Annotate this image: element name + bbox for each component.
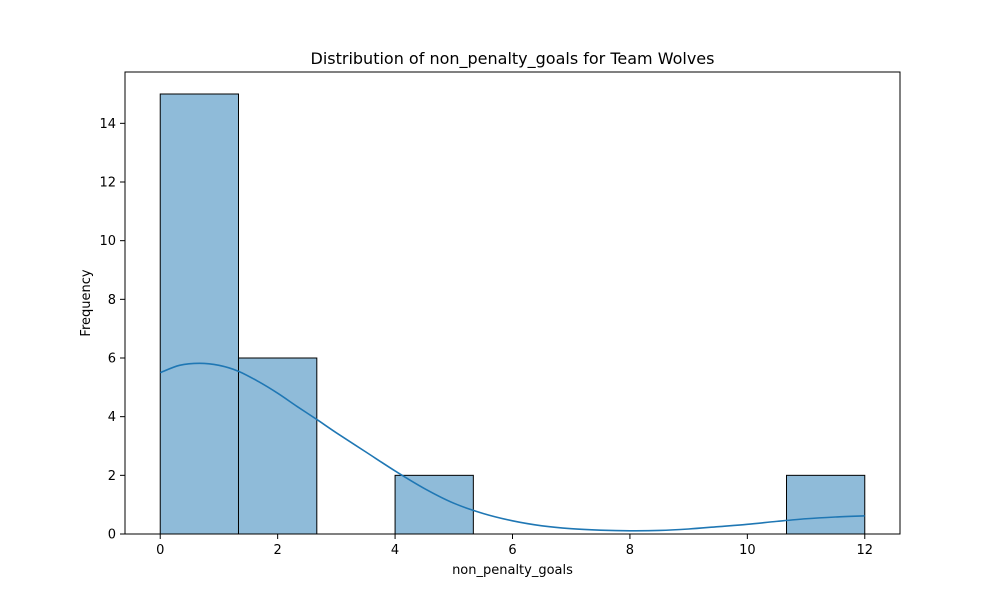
x-tick-label-6: 12	[856, 543, 873, 558]
y-tick-label-3: 6	[108, 352, 116, 367]
bars-layer	[159, 93, 866, 535]
kde-curve	[159, 362, 865, 532]
x-tick-label-0: 0	[156, 543, 164, 558]
y-tick-label-7: 14	[99, 117, 116, 132]
y-tick-label-0: 0	[108, 528, 116, 543]
x-tick-label-4: 8	[626, 543, 634, 558]
y-axis-label: Frequency	[79, 269, 94, 336]
x-tick-label-5: 10	[739, 543, 756, 558]
y-tick-label-6: 12	[99, 176, 116, 191]
histogram-bar-0	[159, 93, 239, 535]
histogram-bar-1	[237, 357, 318, 535]
y-tick-label-4: 8	[108, 293, 116, 308]
x-tick-label-1: 2	[274, 543, 282, 558]
y-tick-label-2: 4	[108, 410, 116, 425]
kde-layer	[159, 362, 865, 532]
x-tick-label-3: 6	[508, 543, 516, 558]
chart-title: Distribution of non_penalty_goals for Te…	[311, 49, 715, 69]
x-axis-ticks: 0 2 4 6 8 10 12	[156, 534, 873, 558]
y-tick-label-1: 2	[108, 469, 116, 484]
x-axis-label: non_penalty_goals	[452, 563, 573, 578]
x-tick-label-2: 4	[391, 543, 399, 558]
histogram-bar-3	[394, 474, 474, 535]
y-axis-ticks: 0 2 4 6 8 10 12 14	[99, 117, 125, 543]
y-tick-label-5: 10	[99, 234, 116, 249]
histogram-bar-8	[786, 474, 866, 535]
